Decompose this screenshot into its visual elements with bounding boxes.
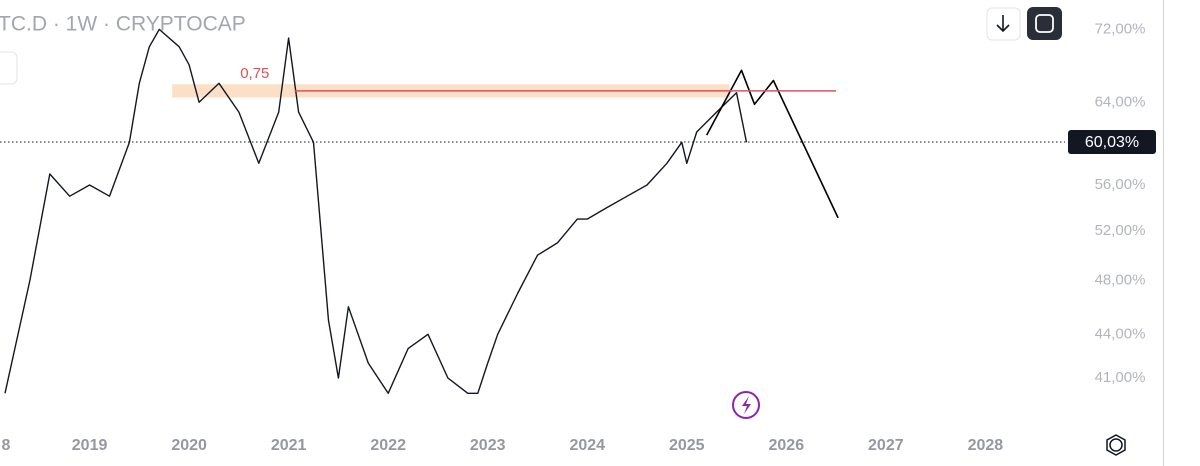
screen-icon <box>1035 14 1054 33</box>
x-tick-label: 2020 <box>171 437 207 454</box>
chart-title: TC.D · 1W · CRYPTOCAP <box>0 13 246 36</box>
border <box>1163 0 1164 466</box>
screen-button[interactable] <box>1027 7 1062 40</box>
x-tick-label: 8 <box>2 437 11 454</box>
y-tick-label: 48,00% <box>1095 271 1146 288</box>
lightning-icon[interactable] <box>732 391 760 419</box>
series-line <box>4 28 748 394</box>
x-tick-label: 2021 <box>271 437 307 454</box>
y-tick-label: 52,00% <box>1095 222 1146 239</box>
x-tick-label: 2025 <box>669 437 705 454</box>
button[interactable] <box>0 51 18 85</box>
price-tag-label: 60,03% <box>1085 134 1139 151</box>
settings-icon[interactable] <box>1109 438 1123 452</box>
x-tick-label: 2022 <box>370 437 406 454</box>
price-tag <box>1068 129 1156 154</box>
x-tick-label: 2024 <box>569 437 605 454</box>
x-tick-label: 2026 <box>769 437 805 454</box>
x-tick-label: 2028 <box>968 437 1004 454</box>
x-tick-label: 2027 <box>868 437 904 454</box>
x-tick-label: 2023 <box>470 437 506 454</box>
y-tick-label: 41,00% <box>1095 369 1146 386</box>
y-tick-label: 56,00% <box>1095 176 1146 193</box>
arrow-icon <box>996 15 1010 33</box>
y-tick-label: 72,00% <box>1095 20 1146 37</box>
lightning <box>742 396 751 414</box>
fib-label: 0,75 <box>240 65 269 82</box>
series-line <box>705 69 839 219</box>
settings-icon-outline <box>1106 434 1126 456</box>
x-tick-label: 2019 <box>72 437 108 454</box>
y-tick-label: 64,00% <box>1095 93 1146 110</box>
y-tick-label: 44,00% <box>1095 325 1146 342</box>
